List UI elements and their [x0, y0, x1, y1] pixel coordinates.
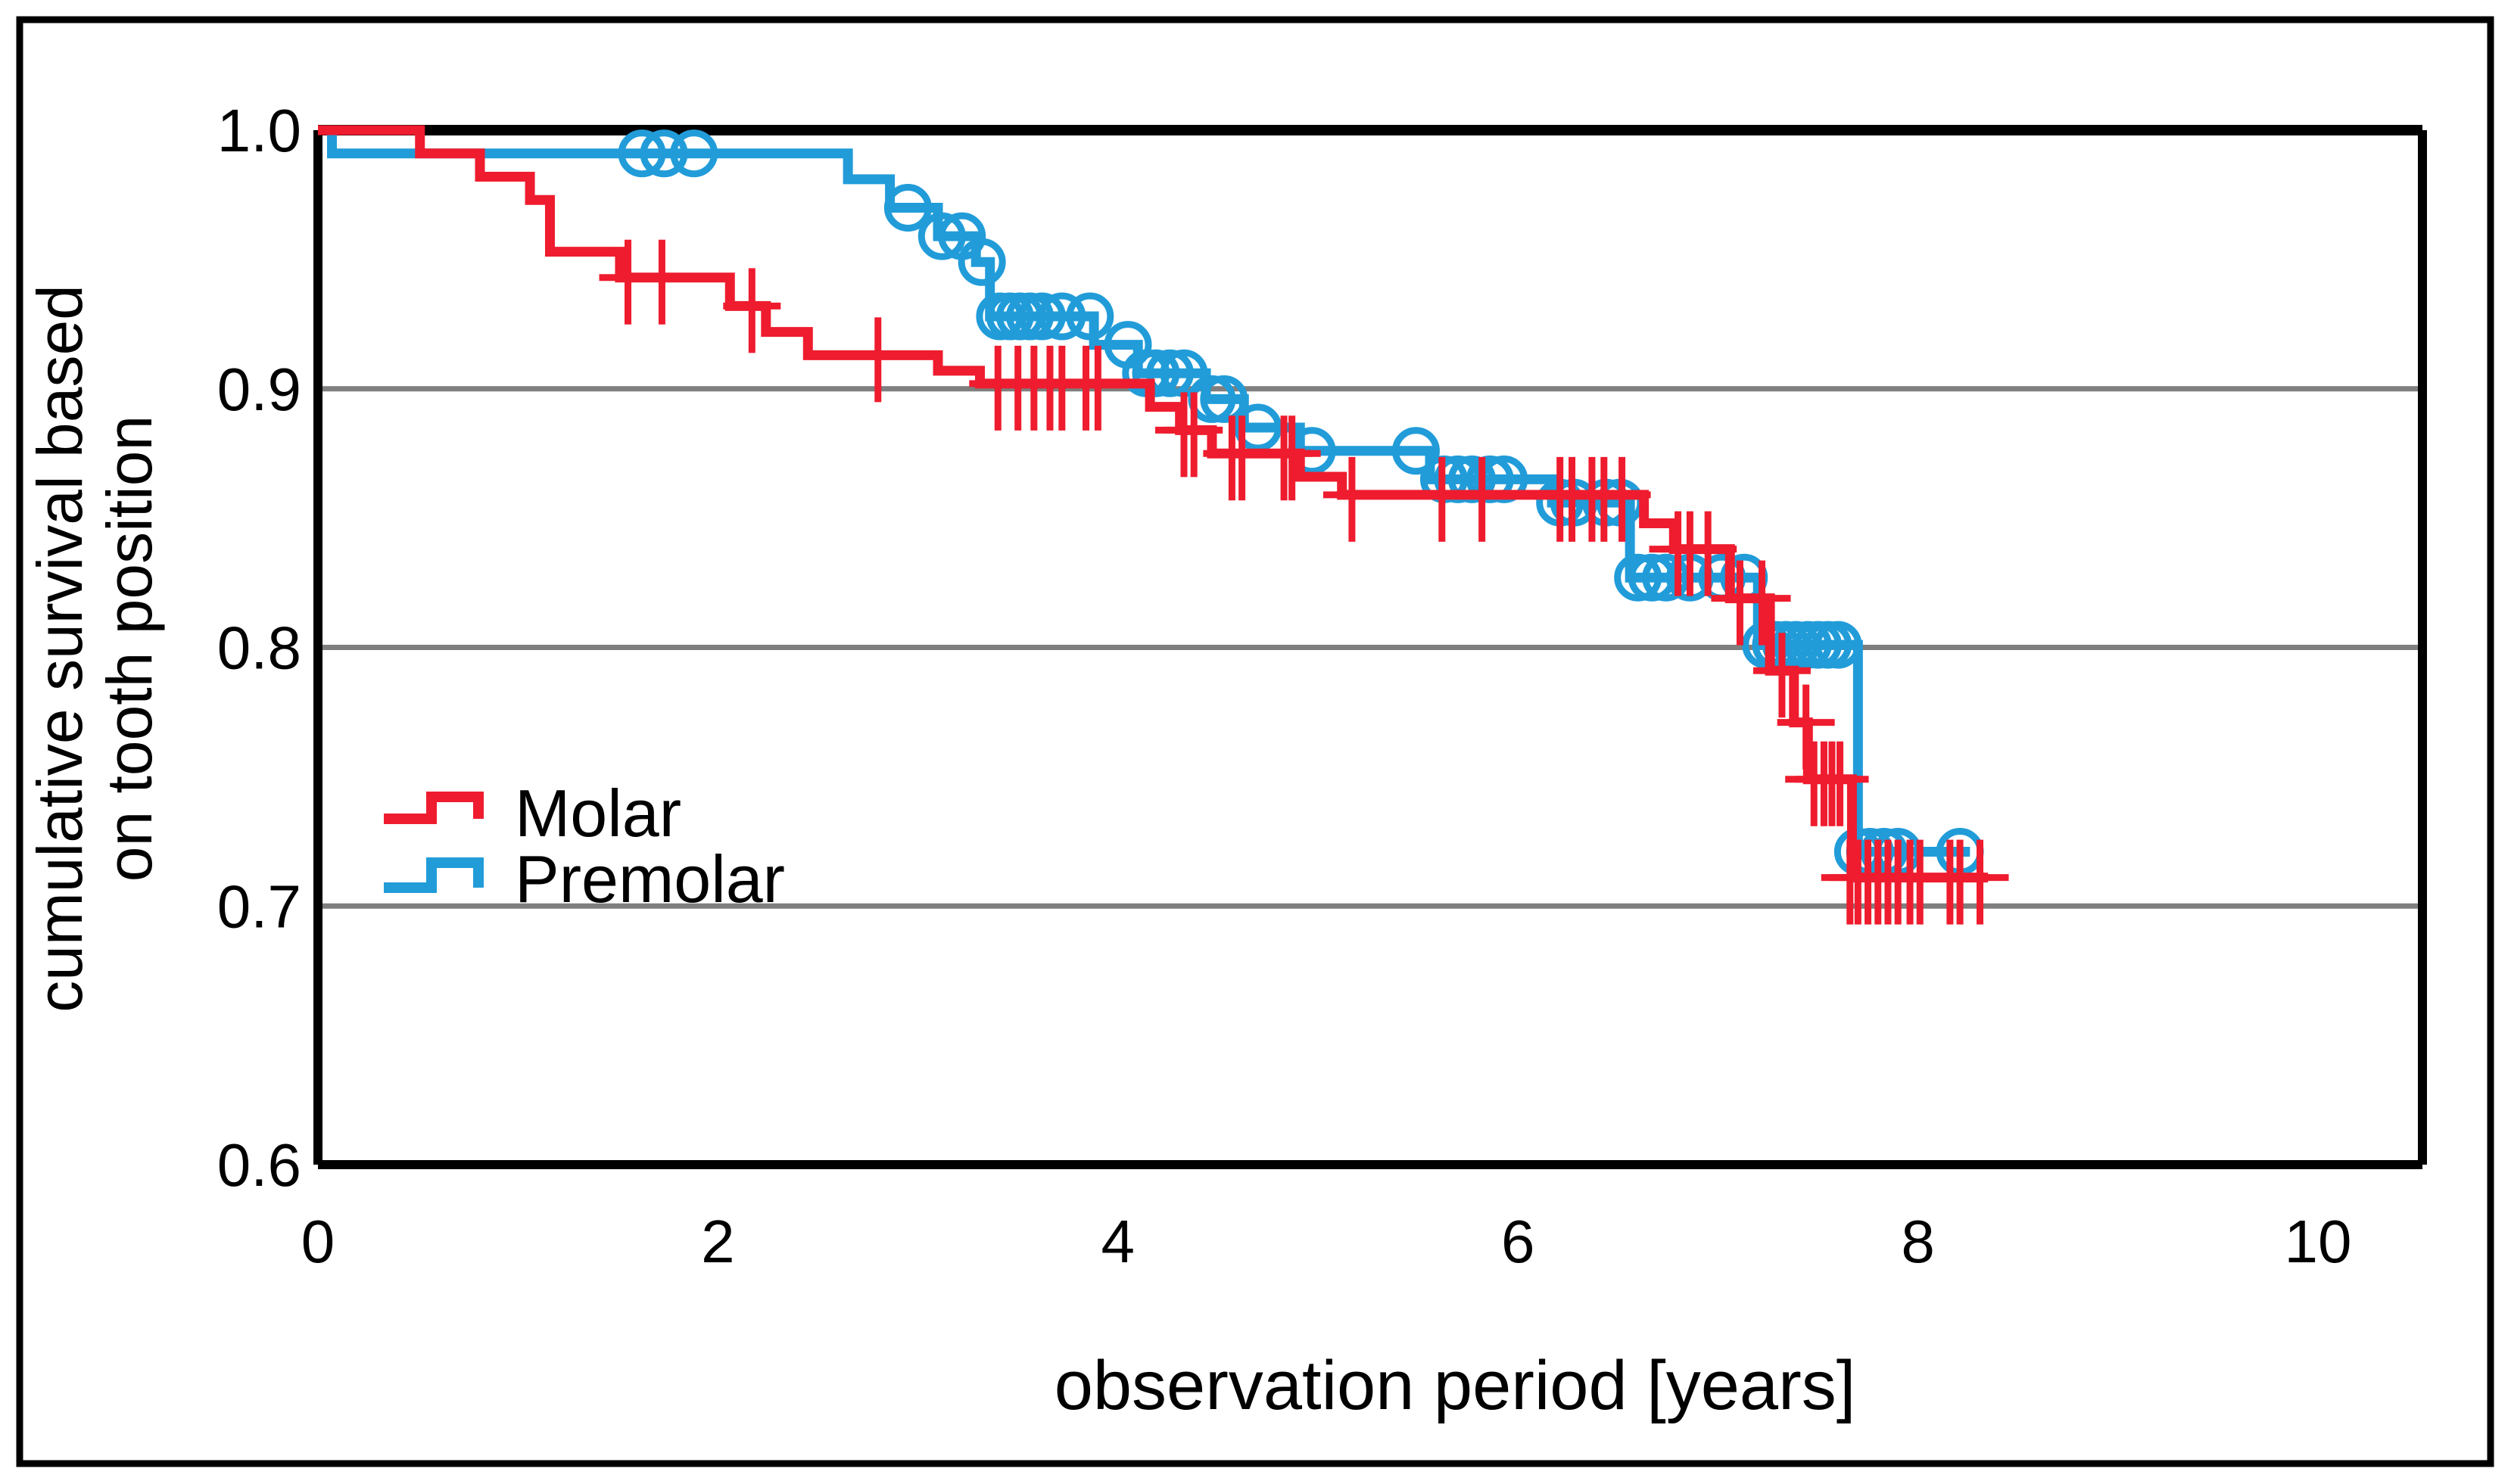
x-tick-4: 4 — [1101, 1208, 1136, 1275]
x-axis-title: observation period [years] — [1055, 1347, 1856, 1424]
x-tick-8: 8 — [1901, 1208, 1935, 1275]
premolar-censor-circle-icon — [1814, 621, 1862, 669]
legend: Molar Premolar — [384, 776, 785, 916]
y-tick-1.0: 1.0 — [217, 97, 301, 164]
y-tick-0.6: 0.6 — [217, 1131, 301, 1199]
figure-border — [16, 16, 2494, 1467]
gridlines — [318, 386, 2422, 909]
premolar-censor-circle-icon — [1066, 292, 1114, 341]
x-tick-labels: 0 2 4 6 8 10 — [301, 1208, 2352, 1275]
y-axis-title-line1: cumulative survival based — [24, 285, 95, 1013]
premolar-censor-circle-icon — [640, 129, 688, 178]
premolar-censor-circle-icon — [1200, 375, 1248, 423]
premolar-censor-circle-icon — [917, 212, 966, 260]
premolar-censor-circle-icon — [1642, 553, 1690, 602]
x-tick-10: 10 — [2285, 1208, 2352, 1275]
premolar-censor-circle-icon — [883, 184, 932, 232]
premolar-censor-circle-icon — [1038, 292, 1086, 341]
premolar-censor-circle-icon — [958, 238, 1006, 286]
premolar-censor-circle-icon — [670, 129, 718, 178]
premolar-censor-circle-icon — [1132, 349, 1180, 397]
x-tick-2: 2 — [701, 1208, 735, 1275]
premolar-censor-circle-icon — [1234, 403, 1282, 452]
premolar-legend-swatch-icon — [384, 857, 484, 893]
survival-curves — [318, 125, 2009, 925]
y-tick-0.9: 0.9 — [217, 356, 301, 423]
y-axis-title-line2: on tooth position — [94, 415, 165, 882]
molar-legend-swatch-icon — [384, 792, 484, 824]
premolar-censor-circle-icon — [1860, 827, 1908, 876]
premolar-curve — [318, 125, 1970, 857]
y-tick-0.7: 0.7 — [217, 873, 301, 940]
premolar-censor-circle-icon — [1017, 292, 1066, 341]
premolar-legend-label: Premolar — [515, 842, 785, 916]
molar-curve — [318, 125, 1989, 883]
y-tick-0.8: 0.8 — [217, 614, 301, 682]
premolar-censor-circle-icon — [618, 129, 666, 178]
premolar-censor-circle-icon — [1614, 553, 1662, 602]
premolar-censor-circle-icon — [1145, 349, 1194, 397]
x-tick-6: 6 — [1501, 1208, 1535, 1275]
x-tick-0: 0 — [301, 1208, 335, 1275]
y-tick-labels: 1.0 0.9 0.8 0.7 0.6 — [217, 97, 301, 1199]
premolar-censor-circle-icon — [1391, 427, 1440, 475]
molar-legend-label: Molar — [515, 776, 681, 851]
